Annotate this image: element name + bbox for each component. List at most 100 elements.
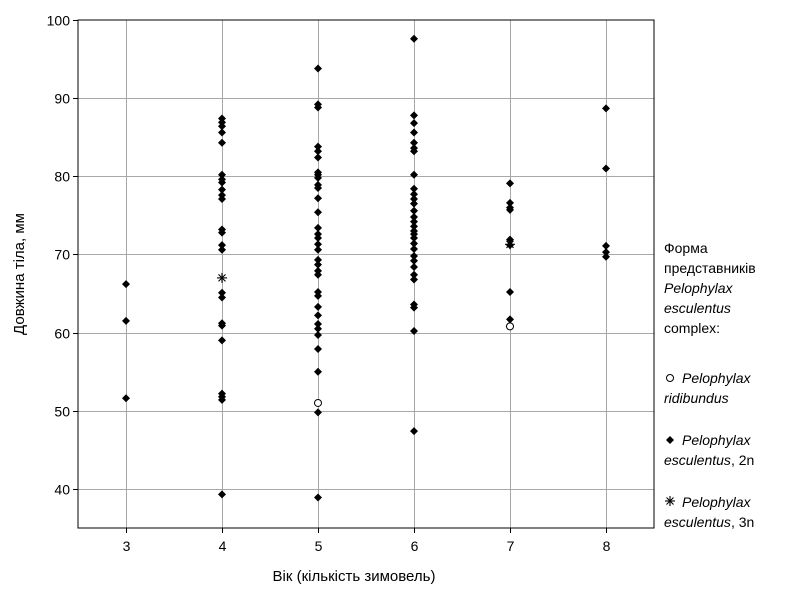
data-point-diamond: [314, 291, 322, 300]
legend-entry-genus: Pelophylax: [682, 494, 751, 510]
data-point-diamond: [314, 324, 322, 333]
axis-ticks: 3 4 5 6 7 8 40 50 60 70 80 90 100: [47, 13, 611, 555]
data-point-diamond: [410, 217, 418, 226]
data-point-asterisk: [505, 239, 515, 250]
legend-title: Форма представників Pelophylax esculentu…: [664, 238, 789, 338]
data-point-diamond: [218, 138, 226, 147]
data-point-diamond: [314, 367, 322, 376]
x-tick-label: 4: [219, 538, 227, 554]
filled-diamond-marker-icon: [664, 430, 676, 450]
data-point-diamond: [218, 170, 226, 179]
data-point-diamond: [314, 223, 322, 232]
data-point-diamond: [218, 185, 226, 194]
data-point-diamond: [314, 270, 322, 279]
data-point-diamond: [218, 228, 226, 237]
y-tick-label: 60: [54, 326, 70, 342]
data-point-diamond: [218, 241, 226, 250]
y-tick-label: 50: [54, 404, 70, 420]
data-point-diamond: [410, 128, 418, 137]
legend-title-line: представників: [664, 260, 756, 276]
data-point-diamond: [218, 293, 226, 302]
data-point-diamond: [410, 184, 418, 193]
data-point-diamond: [314, 240, 322, 249]
data-point-diamond: [410, 212, 418, 221]
data-point-diamond: [410, 244, 418, 253]
y-tick-label: 100: [47, 13, 71, 29]
data-point-diamond: [122, 394, 130, 403]
plot-frame: [77, 19, 655, 529]
data-point-diamond: [218, 490, 226, 499]
x-tick-label: 8: [603, 538, 611, 554]
y-tick-label: 80: [54, 169, 70, 185]
x-tick-label: 6: [411, 538, 419, 554]
data-point-diamond: [314, 255, 322, 264]
data-point-diamond: [218, 245, 226, 254]
data-point-diamond: [410, 239, 418, 248]
data-point-circle: [314, 398, 322, 407]
y-tick-label: 90: [54, 91, 70, 107]
data-point-diamond: [506, 179, 514, 188]
data-point-diamond: [314, 103, 322, 112]
data-point-diamond: [410, 270, 418, 279]
data-point-diamond: [314, 173, 322, 182]
data-point-diamond: [314, 320, 322, 329]
x-tick-label: 7: [507, 538, 515, 554]
data-point-diamond: [218, 336, 226, 345]
x-tick-label: 5: [315, 538, 323, 554]
data-point-diamond: [122, 280, 130, 289]
data-point-diamond: [602, 248, 610, 257]
data-point-diamond: [218, 128, 226, 137]
data-point-diamond: [410, 190, 418, 199]
legend-entry-species: ridibundus: [664, 390, 729, 406]
data-point-asterisk: [217, 272, 227, 283]
legend-title-line: Форма: [664, 240, 708, 256]
data-point-diamond: [314, 64, 322, 73]
x-axis-label: Вік (кількість зимовель): [273, 568, 436, 585]
legend: Форма представників Pelophylax esculentu…: [664, 238, 789, 532]
data-point-diamond: [410, 327, 418, 336]
data-point-diamond: [314, 153, 322, 162]
data-point-circle: [506, 322, 514, 331]
data-point-diamond: [506, 205, 514, 214]
data-point-diamond: [602, 104, 610, 113]
data-point-diamond: [218, 178, 226, 187]
data-point-diamond: [410, 256, 418, 265]
data-point-diamond: [410, 111, 418, 120]
data-point-diamond: [410, 119, 418, 128]
legend-entry-esculentus-3n: Pelophylax esculentus, 3n: [664, 492, 789, 532]
y-tick-label: 70: [54, 247, 70, 263]
data-point-diamond: [602, 241, 610, 250]
y-axis-label: Довжина тіла, мм: [11, 213, 28, 335]
data-point-diamond: [314, 311, 322, 320]
data-point-diamond: [410, 170, 418, 179]
data-point-diamond: [122, 316, 130, 325]
data-point-diamond: [410, 252, 418, 261]
data-point-diamond: [218, 288, 226, 297]
data-point-diamond: [410, 275, 418, 284]
legend-entry-species: esculentus, 2n: [664, 452, 755, 468]
data-point-diamond: [314, 493, 322, 502]
data-point-diamond: [314, 245, 322, 254]
data-point-diamond: [314, 408, 322, 417]
legend-title-line: esculentus: [664, 300, 731, 316]
data-point-diamond: [314, 260, 322, 269]
legend-entry-species: esculentus, 3n: [664, 514, 755, 530]
legend-entry-genus: Pelophylax: [682, 370, 751, 386]
legend-title-line: complex:: [664, 320, 721, 336]
data-point-diamond: [506, 287, 514, 296]
data-point-diamond: [506, 315, 514, 324]
data-point-diamond: [314, 234, 322, 243]
legend-entry-genus: Pelophylax: [682, 432, 751, 448]
data-point-diamond: [602, 164, 610, 173]
data-point-diamond: [410, 34, 418, 43]
data-point-diamond: [314, 330, 322, 339]
data-point-diamond: [218, 395, 226, 404]
data-point-diamond: [410, 222, 418, 231]
data-point-diamond: [314, 302, 322, 311]
legend-entry-ridibundus: Pelophylax ridibundus: [664, 368, 789, 408]
open-circle-marker-icon: [664, 368, 676, 388]
data-point-diamond: [218, 194, 226, 203]
data-point-diamond: [410, 206, 418, 215]
data-point-diamond: [410, 138, 418, 147]
